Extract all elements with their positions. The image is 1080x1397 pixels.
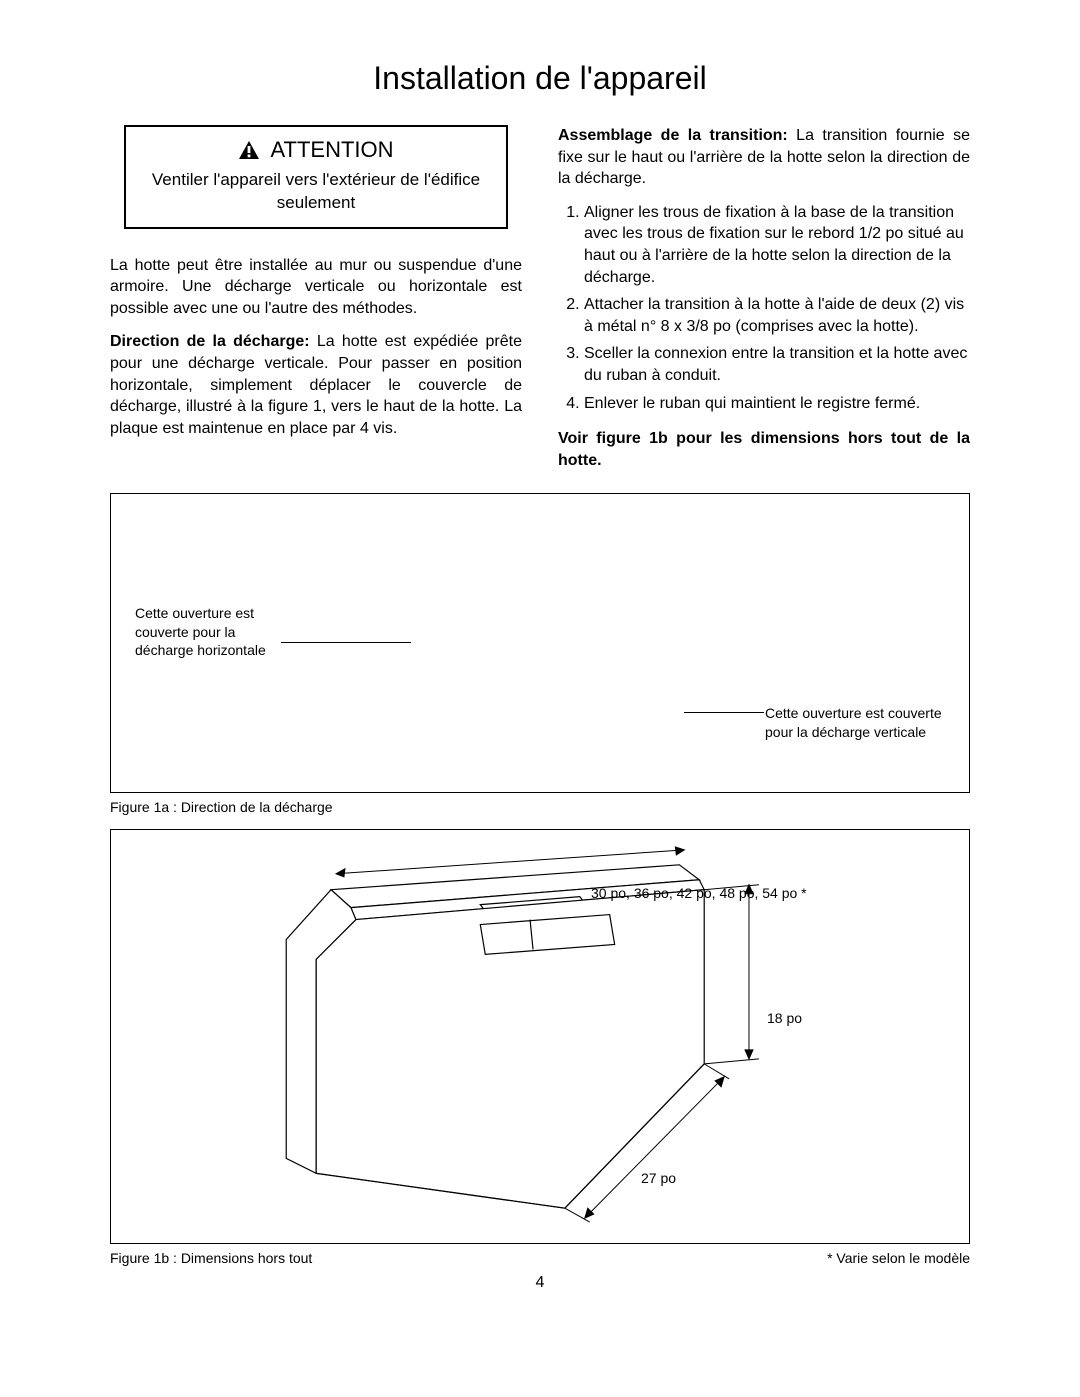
figure-1b-footer-row: Figure 1b : Dimensions hors tout * Varie…: [110, 1250, 970, 1266]
intro-paragraph: La hotte peut être installée au mur ou s…: [110, 255, 522, 320]
right-column: Assemblage de la transition: La transiti…: [558, 125, 970, 483]
figure-1a-wrap: Cette ouverture est couverte pour la déc…: [110, 493, 970, 815]
direction-paragraph: Direction de la décharge: La hotte est e…: [110, 331, 522, 439]
height-dimension-label: 18 po: [767, 1010, 802, 1026]
warning-triangle-icon: [238, 140, 260, 160]
width-dimension-label: 30 po, 36 po, 42 po, 48 po, 54 po *: [591, 885, 807, 901]
steps-list: Aligner les trous de fixation à la base …: [558, 202, 970, 414]
figure-1b-note: * Varie selon le modèle: [827, 1250, 970, 1266]
warning-header: ATTENTION: [140, 135, 492, 165]
warning-text: Ventiler l'appareil vers l'extérieur de …: [140, 169, 492, 215]
step-item: Sceller la connexion entre la transition…: [584, 343, 970, 386]
warning-label: ATTENTION: [270, 135, 393, 165]
see-figure-note: Voir figure 1b pour les dimensions hors …: [558, 428, 970, 471]
figure-1a-right-annotation: Cette ouverture est couverte pour la déc…: [765, 704, 945, 740]
figure-1a-box: Cette ouverture est couverte pour la déc…: [110, 493, 970, 793]
page-number: 4: [110, 1274, 970, 1292]
document-page: Installation de l'appareil ATTENTION Ven…: [0, 0, 1080, 1322]
assembly-paragraph: Assemblage de la transition: La transiti…: [558, 125, 970, 190]
warning-box: ATTENTION Ventiler l'appareil vers l'ext…: [124, 125, 508, 229]
two-column-layout: ATTENTION Ventiler l'appareil vers l'ext…: [110, 125, 970, 483]
figure-1a-caption: Figure 1a : Direction de la décharge: [110, 799, 970, 815]
hood-diagram-svg: [111, 830, 969, 1243]
figure-1b-caption: Figure 1b : Dimensions hors tout: [110, 1250, 312, 1266]
depth-dimension-label: 27 po: [641, 1170, 676, 1186]
annotation-pointer-line: [281, 642, 411, 643]
annotation-pointer-line: [684, 712, 764, 713]
page-title: Installation de l'appareil: [110, 60, 970, 97]
figure-1a-left-annotation: Cette ouverture est couverte pour la déc…: [135, 604, 285, 659]
left-column: ATTENTION Ventiler l'appareil vers l'ext…: [110, 125, 522, 483]
figure-1b-box: 30 po, 36 po, 42 po, 48 po, 54 po * 18 p…: [110, 829, 970, 1244]
figure-1b-wrap: 30 po, 36 po, 42 po, 48 po, 54 po * 18 p…: [110, 829, 970, 1266]
assembly-heading: Assemblage de la transition:: [558, 127, 788, 144]
direction-heading: Direction de la décharge:: [110, 333, 310, 350]
step-item: Attacher la transition à la hotte à l'ai…: [584, 294, 970, 337]
step-item: Aligner les trous de fixation à la base …: [584, 202, 970, 288]
step-item: Enlever le ruban qui maintient le regist…: [584, 393, 970, 415]
